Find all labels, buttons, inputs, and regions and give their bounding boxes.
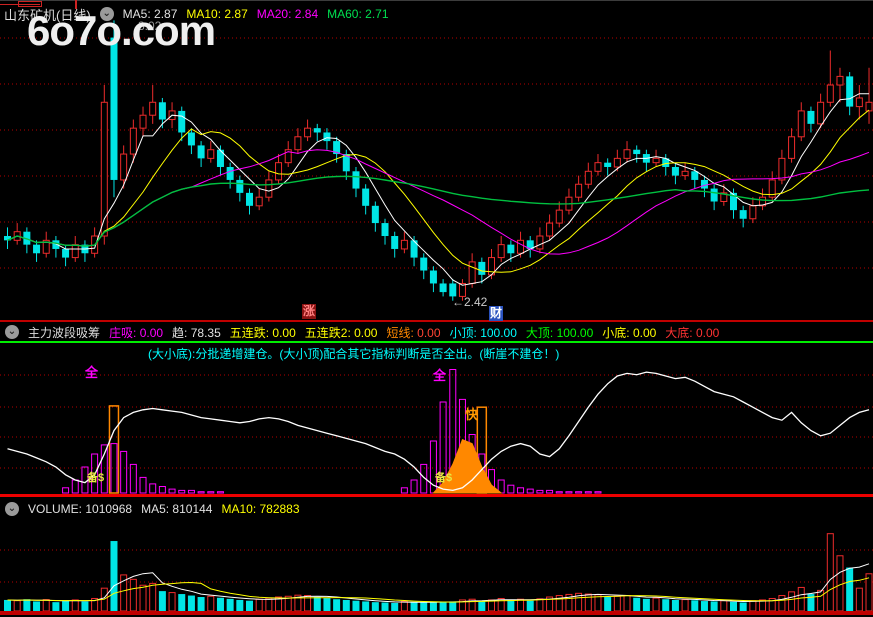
top-left-red-box [18, 1, 42, 7]
ma20-value: MA20: 2.84 [256, 7, 319, 21]
separator-red-top [0, 320, 873, 322]
indicator-values: 庄吸: 0.00 趋: 78.35 五连跌: 0.00 五连跌2: 0.00 短线: 0… [109, 324, 719, 341]
separator-red-thick [0, 494, 873, 497]
ma10-value: MA10: 2.87 [186, 7, 248, 21]
marker-bei-left: 备$ [87, 472, 105, 484]
wuliandie-value: 五连跌: 0.00 [229, 325, 296, 340]
duanxian-value: 短线: 0.00 [386, 325, 441, 340]
wuliandie2-value: 五连跌2: 0.00 [304, 325, 378, 340]
top-border [0, 0, 873, 1]
badge-cai: 财 [489, 306, 504, 321]
volume-value: VOLUME: 1010968 [28, 502, 133, 516]
main-price-chart[interactable] [0, 0, 873, 320]
ma-legend: MA5: 2.87 MA10: 2.87 MA20: 2.84 MA60: 2.71 [123, 7, 389, 21]
watermark: 6o7o.com [27, 7, 216, 54]
marker-kuai: 快 [465, 407, 479, 422]
qu-value: 趋: 78.35 [172, 325, 221, 340]
collapse-indicator-chevron-icon[interactable]: ⌄ [5, 325, 19, 339]
vol-ma10-value: MA10: 782883 [221, 502, 300, 516]
collapse-volume-chevron-icon[interactable]: ⌄ [5, 502, 19, 516]
vol-ma5-value: MA5: 810144 [141, 502, 213, 516]
dadi-value: 大底: 0.00 [665, 325, 720, 340]
ma60-value: MA60: 2.71 [327, 7, 389, 21]
stock-title: 山东矿机(日线) [4, 7, 91, 23]
marker-quan-left: 全 [85, 365, 99, 380]
top-red-tick [75, 0, 77, 9]
dading-value: 大顶: 100.00 [525, 325, 594, 340]
zhuangxi-value: 庄吸: 0.00 [109, 325, 164, 340]
volume-chart[interactable] [0, 519, 873, 613]
volume-values: VOLUME: 1010968 MA5: 810144 MA10: 782883 [28, 502, 300, 516]
indicator-tip-text: (大小底):分批递增建仓。(大小顶)配合其它指标判断是否全出。(断崖不建仓！) [148, 347, 560, 361]
collapse-main-chevron-icon[interactable]: ⌄ [99, 7, 114, 21]
top-left-red-artifact [0, 4, 40, 5]
high-price-label: 3.02 [138, 19, 162, 33]
marker-bei-mid: 备$ [435, 472, 453, 484]
separator-green [0, 341, 873, 343]
marker-quan-mid: 全 [433, 368, 447, 383]
separator-red-bottom [0, 613, 873, 615]
indicator-tip: (大小底):分批递增建仓。(大小顶)配合其它指标判断是否全出。(断崖不建仓！) [148, 345, 559, 362]
ma5-value: MA5: 2.87 [122, 7, 178, 21]
accumulation-indicator-chart[interactable] [0, 358, 873, 494]
xiaoding-value: 小顶: 100.00 [449, 325, 517, 340]
badge-zhang: 涨 [302, 304, 317, 319]
indicator-name: 主力波段吸筹 [28, 325, 101, 340]
xiaodi-value: 小底: 0.00 [602, 325, 657, 340]
low-price-label: ←2.42 [452, 295, 488, 309]
